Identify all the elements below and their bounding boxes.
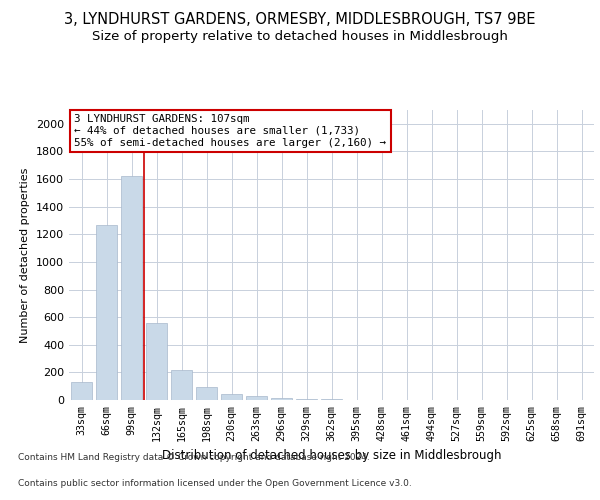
X-axis label: Distribution of detached houses by size in Middlesbrough: Distribution of detached houses by size … xyxy=(162,449,501,462)
Y-axis label: Number of detached properties: Number of detached properties xyxy=(20,168,31,342)
Bar xyxy=(71,382,92,400)
Text: 3 LYNDHURST GARDENS: 107sqm
← 44% of detached houses are smaller (1,733)
55% of : 3 LYNDHURST GARDENS: 107sqm ← 44% of det… xyxy=(74,114,386,148)
Bar xyxy=(96,224,117,400)
Bar xyxy=(171,370,192,400)
Bar xyxy=(196,387,217,400)
Bar xyxy=(146,322,167,400)
Bar xyxy=(271,398,292,400)
Text: Contains HM Land Registry data © Crown copyright and database right 2024.: Contains HM Land Registry data © Crown c… xyxy=(18,454,370,462)
Bar xyxy=(121,176,142,400)
Text: Size of property relative to detached houses in Middlesbrough: Size of property relative to detached ho… xyxy=(92,30,508,43)
Bar xyxy=(221,394,242,400)
Text: Contains public sector information licensed under the Open Government Licence v3: Contains public sector information licen… xyxy=(18,478,412,488)
Bar xyxy=(246,396,267,400)
Text: 3, LYNDHURST GARDENS, ORMESBY, MIDDLESBROUGH, TS7 9BE: 3, LYNDHURST GARDENS, ORMESBY, MIDDLESBR… xyxy=(64,12,536,28)
